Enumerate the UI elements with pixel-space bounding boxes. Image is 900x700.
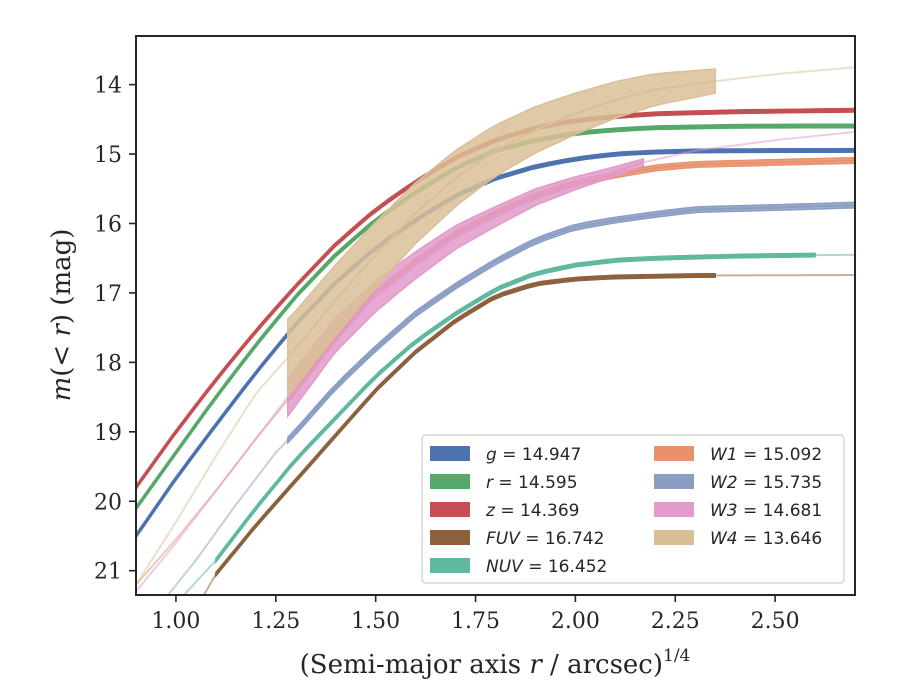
legend: g = 14.947 r = 14.595 z = 14.369 FUV = 16.7… [421,434,845,584]
series-w3-outer-extension [643,130,855,164]
legend-label: g = 14.947 [486,445,581,465]
series-fuv-band [215,272,716,578]
x-tick-label: 1.50 [351,609,400,634]
series-w3-line [287,161,644,398]
legend-label: W3 = 14.681 [710,501,822,521]
series-w4-line [287,80,716,359]
series-w4-inner-extension [136,356,289,586]
legend-frame [421,434,845,584]
legend-label: FUV = 16.742 [486,529,604,549]
series-fuv-line [215,274,716,575]
series-fuv [203,272,855,595]
x-tick-label: 1.75 [451,609,500,634]
legend-swatch [654,446,694,461]
series-fuv-outer-extension [715,273,855,277]
legend-item-fuv: FUV = 16.742 [430,529,604,549]
x-tick-label: 2.00 [551,609,600,634]
x-axis: 1.00 1.25 1.50 1.75 2.00 2.25 2.50 [151,595,800,634]
y-tick-label: 21 [94,560,122,585]
legend-item-g: g = 14.947 [430,445,581,465]
y-tick-label: 18 [94,351,122,376]
legend-label: W1 = 15.092 [710,445,822,465]
legend-label: z = 14.369 [485,501,579,521]
series-w4 [136,66,855,586]
x-tick-label: 1.00 [151,609,200,634]
x-axis-label-exponent: 1/4 [663,646,690,666]
series-fuv-inner-extension [203,573,217,595]
series-w2-line [287,204,855,441]
legend-swatch [430,474,470,489]
legend-item-w1: W1 = 15.092 [654,445,822,465]
legend-label: NUV = 16.452 [486,557,607,577]
series-w3 [136,130,855,593]
series-nuv [183,252,855,595]
y-tick-label: 14 [94,74,122,99]
legend-swatch [430,530,470,545]
series-w4-band [287,68,716,398]
series-nuv-line [215,254,816,561]
legend-item-w3: W3 = 14.681 [654,501,822,521]
legend-item-w4: W4 = 13.646 [654,529,822,549]
legend-label: W4 = 13.646 [710,529,822,549]
legend-item-w2: W2 = 15.735 [654,473,822,493]
series-w3-inner-extension [136,396,289,593]
plot-frame [135,35,856,596]
legend-swatch [430,558,470,573]
y-tick-label: 17 [94,282,122,307]
y-tick-label: 15 [94,143,122,168]
legend-swatch [654,502,694,517]
legend-swatch [654,530,694,545]
x-axis-label: (Semi-major axis r / arcsec)1/4 [300,646,691,680]
series-w2-inner-extension [167,439,289,595]
legend-label: W2 = 15.735 [710,473,822,493]
y-tick-label: 20 [94,490,122,515]
legend-swatch [654,474,694,489]
y-tick-label: 16 [94,212,122,237]
x-tick-label: 2.50 [751,609,800,634]
series-w2 [167,201,855,595]
series-w2-band [287,201,855,445]
legend-swatch [430,446,470,461]
series-g-line [136,149,855,537]
series-nuv-inner-extension [183,559,217,595]
legend-item-r: r = 14.595 [430,473,578,493]
x-tick-label: 2.25 [651,609,700,634]
y-axis: 14 15 16 17 18 19 20 21 [94,74,136,585]
legend-swatch [430,502,470,517]
legend-item-z: z = 14.369 [430,501,579,521]
legend-label: r = 14.595 [486,473,578,493]
series-w3-band [287,157,645,419]
series-layer [136,66,855,595]
y-tick-label: 19 [94,421,122,446]
x-tick-label: 1.25 [251,609,300,634]
legend-item-nuv: NUV = 16.452 [430,557,607,577]
series-w4-outer-extension [715,66,855,83]
y-axis-label: m(< r) (mag) [47,229,77,402]
